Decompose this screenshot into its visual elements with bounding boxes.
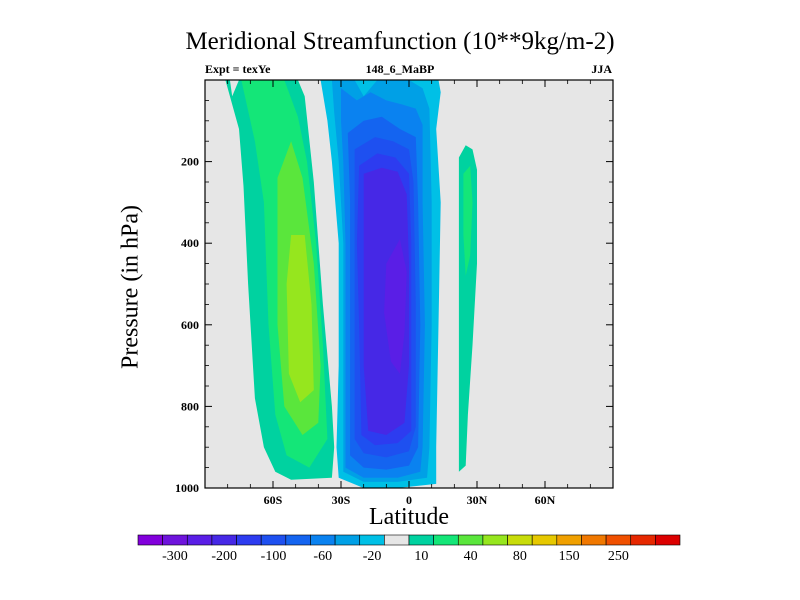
axes: 200 400 600 800 1000 60S 30S 0 30N 60N <box>175 80 613 507</box>
colorbar-swatch <box>211 534 237 546</box>
colorbar-label: -100 <box>261 549 287 564</box>
colorbar-swatch <box>162 534 188 546</box>
colorbar-swatch <box>236 534 262 546</box>
chart-title: Meridional Streamfunction (10**9kg/m-2) <box>185 28 615 55</box>
x-tick-label: 0 <box>406 493 412 507</box>
colorbar-swatch <box>655 534 681 546</box>
colorbar-swatch <box>186 534 213 546</box>
colorbar-label: -20 <box>363 549 382 564</box>
colorbar-swatch <box>482 534 508 546</box>
colorbar-swatch <box>457 534 484 546</box>
contour-nh-10 <box>438 141 457 460</box>
colorbar-label: -60 <box>313 549 332 564</box>
colorbar-label: 40 <box>464 549 478 564</box>
y-tick-label: 1000 <box>175 481 199 495</box>
season-label: JJA <box>591 62 612 76</box>
colorbar-swatch <box>605 534 632 546</box>
x-axis-label: Latitude <box>369 504 449 530</box>
x-tick-label: 60S <box>264 493 283 507</box>
contour-nh-40 <box>463 165 473 276</box>
colorbar-swatch <box>507 534 533 546</box>
y-tick-label: 400 <box>181 236 199 250</box>
colorbar-swatch <box>285 534 311 546</box>
colorbar-swatch <box>384 534 410 546</box>
colorbar-swatch <box>581 534 607 546</box>
colorbar-swatch <box>630 534 656 546</box>
contour-eq-300 <box>384 239 407 374</box>
colorbar-label: -200 <box>211 549 237 564</box>
colorbar-swatch <box>310 534 336 546</box>
y-tick-label: 600 <box>181 318 199 332</box>
contour-sh-80 <box>286 235 314 403</box>
contour-upper-weak <box>515 80 523 133</box>
period-label: 148_6_MaBP <box>365 62 435 76</box>
contour-fields <box>225 80 523 488</box>
y-tick-label: 800 <box>181 399 199 413</box>
colorbar-swatch <box>433 534 459 546</box>
contour-nh-weak <box>490 182 498 403</box>
colorbar-label: 150 <box>559 549 580 564</box>
y-tick-label: 200 <box>181 155 199 169</box>
colorbar: -300 -200 -100 -60 -20 10 40 80 150 250 <box>137 534 681 564</box>
colorbar-swatch <box>359 534 385 546</box>
colorbar-swatch <box>556 534 582 546</box>
colorbar-label: -300 <box>162 549 188 564</box>
colorbar-swatch <box>531 534 558 546</box>
colorbar-swatch <box>137 534 163 546</box>
colorbar-label: 10 <box>414 549 428 564</box>
colorbar-label: 250 <box>608 549 629 564</box>
colorbar-label: 80 <box>513 549 527 564</box>
colorbar-swatch <box>408 534 434 546</box>
x-tick-label: 30S <box>332 493 351 507</box>
x-tick-label: 60N <box>535 493 556 507</box>
colorbar-swatch <box>260 534 287 546</box>
colorbar-swatch <box>334 534 361 546</box>
x-tick-label: 30N <box>467 493 488 507</box>
experiment-label: Expt = texYe <box>205 62 271 76</box>
